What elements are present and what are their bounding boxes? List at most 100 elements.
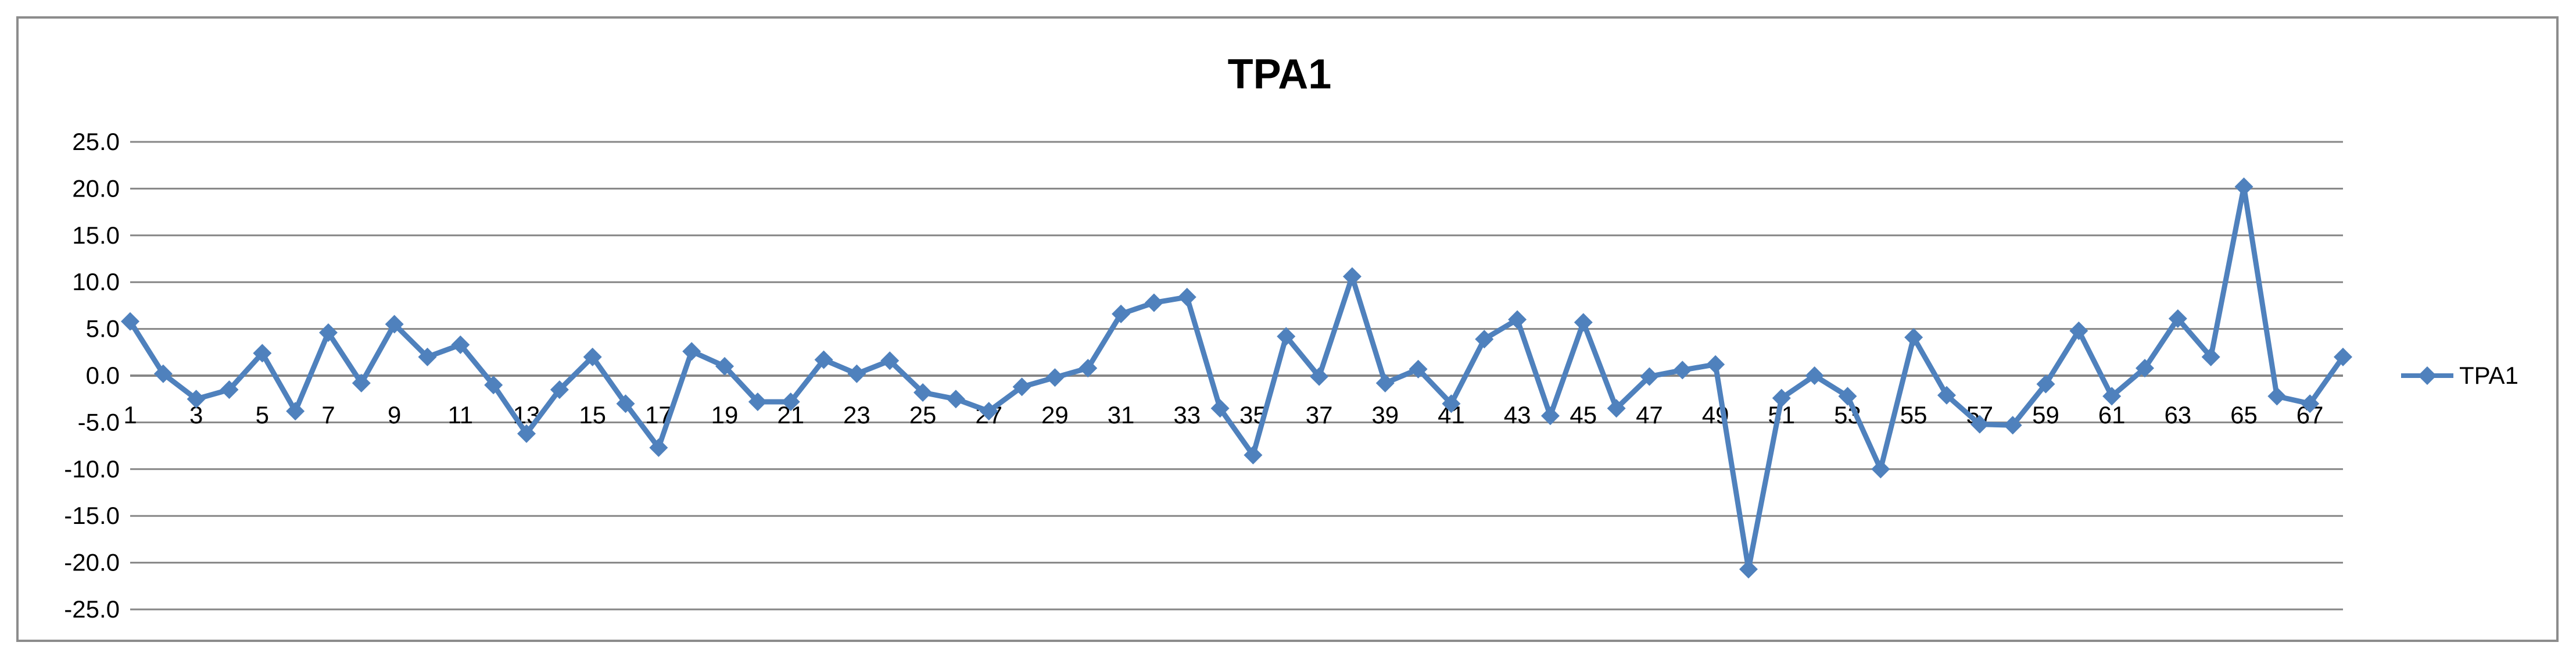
y-tick-label: -15.0 <box>64 502 120 529</box>
data-point <box>1177 287 1196 306</box>
data-point <box>1904 328 1923 347</box>
data-point <box>286 402 305 421</box>
x-tick-label: 55 <box>1900 401 1927 429</box>
data-point <box>2102 387 2122 406</box>
data-point <box>682 342 701 361</box>
data-point <box>2003 416 2022 435</box>
data-point <box>385 315 404 334</box>
x-tick-label: 31 <box>1108 401 1135 429</box>
chart-title: TPA1 <box>1228 51 1332 98</box>
x-tick-label: 43 <box>1504 401 1531 429</box>
x-tick-label: 25 <box>909 401 937 429</box>
data-point <box>517 424 536 443</box>
data-point <box>880 351 900 370</box>
x-tick-label: 11 <box>448 401 474 429</box>
legend-marker <box>2418 366 2437 385</box>
data-point <box>1970 415 1989 434</box>
x-tick-label: 39 <box>1371 401 1399 429</box>
x-tick-label: 3 <box>189 401 203 429</box>
series-tpa1 <box>121 177 2352 579</box>
x-tick-label: 47 <box>1636 401 1663 429</box>
y-tick-label: 25.0 <box>72 128 120 155</box>
data-point <box>1144 293 1163 312</box>
data-point <box>1310 367 1329 386</box>
y-tick-label: -5.0 <box>78 408 120 436</box>
data-point <box>946 390 965 409</box>
x-tick-label: 33 <box>1173 401 1201 429</box>
data-point <box>1342 267 1362 286</box>
data-point <box>913 383 933 402</box>
data-point <box>2069 321 2088 340</box>
data-point <box>2267 387 2287 406</box>
data-point <box>1838 387 1857 406</box>
y-tick-label: 20.0 <box>72 174 120 202</box>
x-tick-label: 45 <box>1570 401 1597 429</box>
data-point <box>2301 394 2320 413</box>
x-tick-label: 1 <box>123 401 137 429</box>
x-tick-label: 65 <box>2230 401 2258 429</box>
y-tick-label: 5.0 <box>86 315 120 343</box>
data-point <box>583 347 602 366</box>
gridlines <box>130 141 2343 611</box>
data-point <box>1640 367 1659 386</box>
data-point <box>847 364 866 383</box>
data-point <box>1739 559 1758 579</box>
y-tick-label: 10.0 <box>72 268 120 295</box>
x-tick-label: 9 <box>388 401 401 429</box>
x-tick-label: 61 <box>2098 401 2126 429</box>
data-point <box>1244 445 1263 465</box>
y-tick-label: -10.0 <box>64 455 120 483</box>
data-point <box>2168 309 2187 328</box>
data-point <box>1012 377 1031 397</box>
x-tick-label: 23 <box>843 401 870 429</box>
data-point <box>550 380 569 399</box>
data-point <box>781 393 800 412</box>
data-point <box>1112 304 1131 323</box>
data-point <box>2201 347 2220 366</box>
data-point <box>748 393 767 412</box>
data-point <box>220 380 239 399</box>
chart-frame: TPA1 25.0 20.0 15.0 10.0 5.0 0.0 -5.0 -10.0 -15.… <box>16 16 2559 642</box>
y-axis-tick-labels: 25.0 20.0 15.0 10.0 5.0 0.0 -5.0 -10.0 -15.0 -20.… <box>64 128 120 623</box>
legend-label-tpa1: TPA1 <box>2459 362 2518 389</box>
data-point <box>484 376 503 395</box>
x-tick-label: 5 <box>256 401 269 429</box>
x-tick-label: 7 <box>321 401 335 429</box>
data-point <box>153 364 173 383</box>
data-point <box>187 390 206 409</box>
data-point <box>1210 399 1230 418</box>
data-point <box>1508 310 1527 329</box>
data-point <box>1871 459 1890 479</box>
data-point <box>2234 177 2253 197</box>
x-tick-label: 37 <box>1306 401 1333 429</box>
legend: TPA1 <box>2401 362 2518 389</box>
x-axis-tick-labels: 1357911131517192123252729313335373941434… <box>123 401 2323 429</box>
data-point <box>418 347 437 366</box>
y-tick-label: 15.0 <box>72 222 120 249</box>
data-point <box>451 335 470 354</box>
x-tick-label: 63 <box>2164 401 2191 429</box>
x-tick-label: 15 <box>579 401 606 429</box>
data-point <box>2334 347 2352 366</box>
data-point <box>121 312 139 331</box>
x-tick-label: 59 <box>2032 401 2059 429</box>
data-point <box>2036 374 2055 394</box>
x-tick-label: 19 <box>711 401 739 429</box>
data-point <box>715 356 735 376</box>
line-chart: TPA1 25.0 20.0 15.0 10.0 5.0 0.0 -5.0 -10.0 -15.… <box>64 51 2518 623</box>
data-point <box>979 402 998 421</box>
data-point <box>1442 394 1461 413</box>
data-point <box>2135 359 2154 378</box>
data-point <box>649 438 668 457</box>
data-point <box>1772 388 1791 408</box>
data-point <box>1574 313 1593 332</box>
data-point <box>1540 406 1560 426</box>
data-point <box>1475 330 1494 349</box>
data-point <box>1079 359 1098 378</box>
y-tick-label: -20.0 <box>64 549 120 576</box>
data-point <box>253 344 272 363</box>
data-point <box>1409 359 1428 379</box>
data-point <box>1937 386 1956 405</box>
x-tick-label: 29 <box>1041 401 1069 429</box>
series-line <box>128 184 2345 572</box>
